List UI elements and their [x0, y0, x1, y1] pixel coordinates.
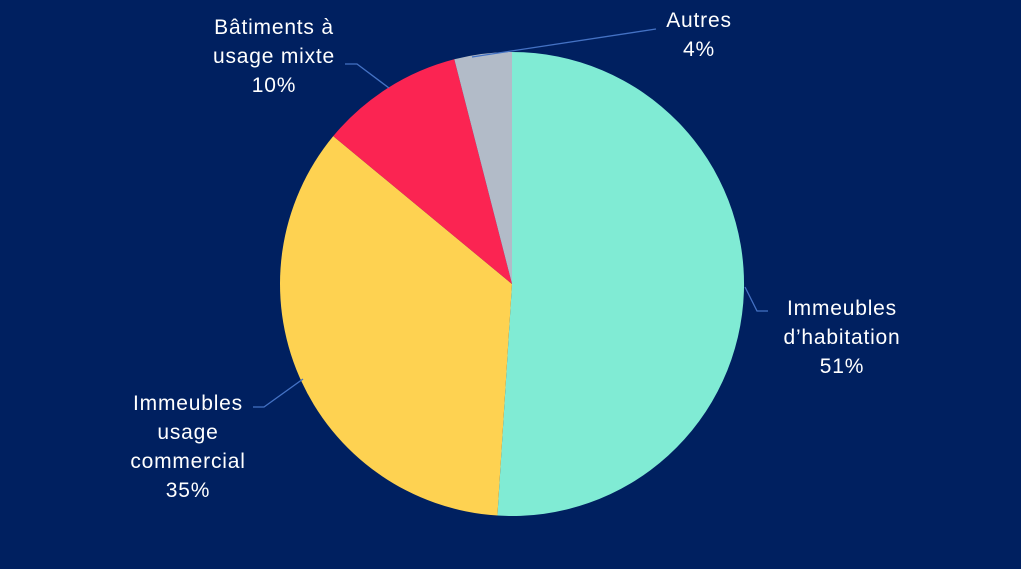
slice-label-autres: Autres 4%: [619, 6, 779, 64]
leader-line-commercial: [253, 378, 304, 408]
label-line: 4%: [683, 38, 715, 61]
label-line: 10%: [251, 74, 297, 97]
slice-label-immeubles-usage-commercial: Immeubles usage commercial 35%: [68, 389, 308, 505]
pie-slice-immeubles-usage-commercial: [280, 136, 512, 516]
label-line: Bâtiments à: [214, 16, 334, 39]
label-line: commercial: [130, 450, 246, 473]
label-line: Autres: [666, 9, 732, 32]
label-line: d’habitation: [783, 326, 901, 349]
label-line: usage mixte: [212, 45, 336, 68]
leader-line-autres: [471, 28, 657, 58]
pie-slice-batiments-usage-mixte: [333, 59, 512, 284]
label-line: Immeubles: [787, 297, 897, 320]
slice-label-batiments-usage-mixte: Bâtiments à usage mixte 10%: [154, 13, 394, 100]
label-line: 35%: [165, 479, 211, 502]
label-line: Immeubles: [133, 392, 243, 415]
pie-slice-immeubles-habitation: [497, 52, 745, 516]
slice-label-immeubles-habitation: Immeubles d’habitation 51%: [722, 294, 962, 381]
pie-slices-group: [280, 52, 745, 516]
label-line: usage: [157, 421, 219, 444]
leader-line-usage-mixte: [345, 63, 390, 89]
leader-line-habitation: [744, 286, 768, 312]
pie-slice-autres: [454, 52, 512, 284]
label-line: 51%: [819, 355, 865, 378]
